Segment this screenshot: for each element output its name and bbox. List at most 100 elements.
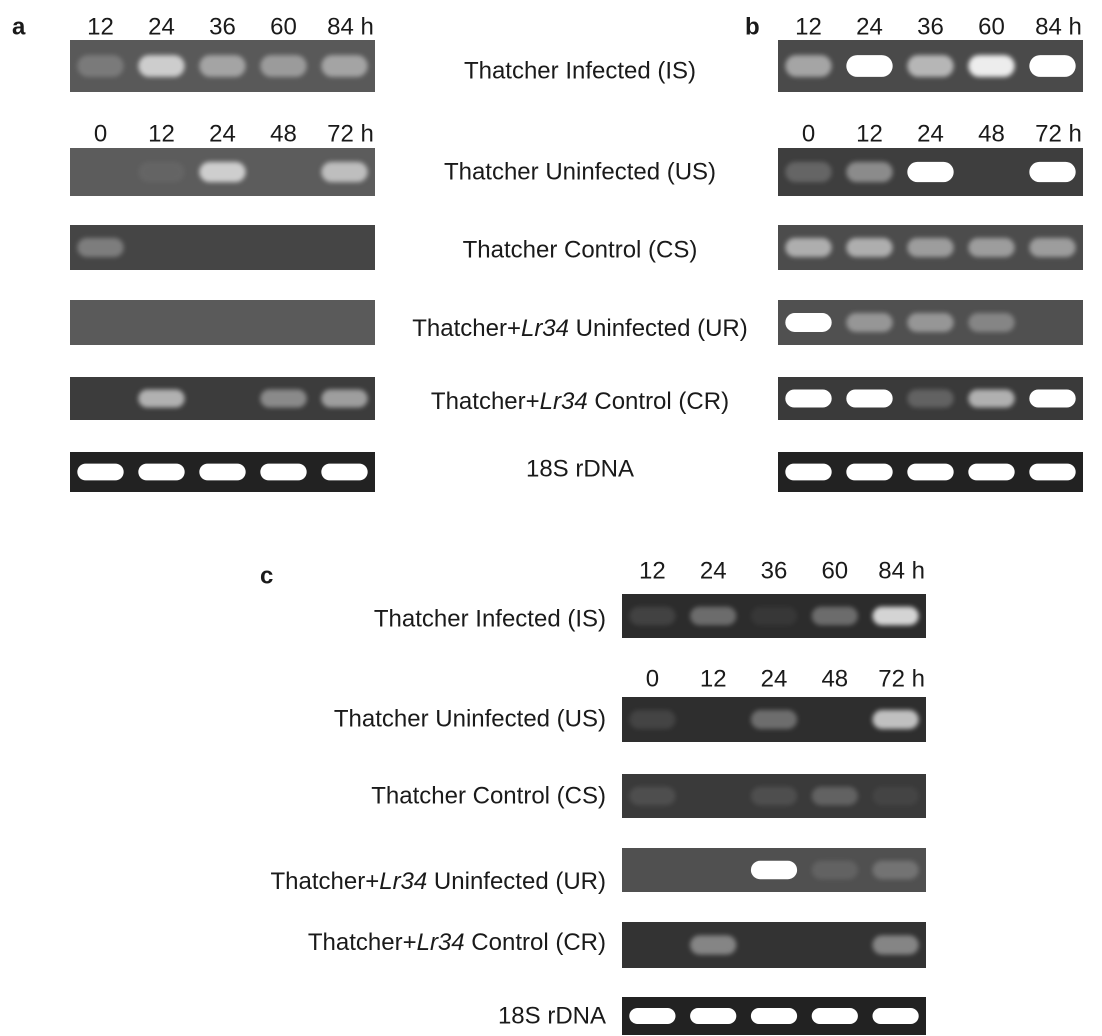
gel-band [321,162,367,182]
label-part: Lr34 [521,315,569,342]
gel-band [968,55,1014,77]
gel-band [321,464,367,481]
lane-label: 24 [761,665,788,692]
panel-label: a [12,13,26,40]
row-label: Thatcher+Lr34 Control (CR) [308,929,606,956]
row-label: Thatcher Infected (IS) [374,605,606,632]
lane-label: 72 h [878,665,925,692]
gel-band [138,464,184,481]
gel-band [751,787,797,805]
gel-band [846,313,892,332]
gel-band [1029,464,1075,481]
label-part: Uninfected (UR) [427,868,606,895]
lane-label: 84 h [1035,13,1082,40]
gel-band [629,1008,675,1024]
gel-band [751,710,797,729]
lane-label: 12 [148,120,175,147]
lane-label: 48 [978,120,1005,147]
gel-band [907,313,953,332]
lane-label: 24 [148,13,175,40]
gel-band [1029,238,1075,257]
gel-band [629,607,675,625]
gel-band [77,55,123,77]
gel-band [690,935,736,954]
row-label: 18S rDNA [526,455,634,482]
gel-band [872,1008,918,1024]
lane-label: 24 [917,120,944,147]
row-label: Thatcher Uninfected (US) [444,158,716,185]
gel-band [751,1008,797,1024]
label-part: Control (CR) [465,929,606,956]
lane-label: 60 [270,13,297,40]
gel-band [907,238,953,257]
lane-label: 84 h [878,557,925,584]
gel-band [751,607,797,625]
row-label: Thatcher+Lr34 Control (CR) [431,388,729,415]
label-part: Thatcher+ [431,388,540,415]
lane-label: 12 [795,13,822,40]
gel-band [872,607,918,625]
lane-label: 48 [821,665,848,692]
label-part: Thatcher+ [308,929,417,956]
gel-band [1029,55,1075,77]
gel-band [260,464,306,481]
gel-band [968,238,1014,257]
gel-band [785,55,831,77]
lane-label: 72 h [1035,120,1082,147]
gel-band [872,787,918,805]
lane-label: 84 h [327,13,374,40]
gel-band [812,607,858,625]
label-part: Lr34 [540,388,588,415]
gel-band [968,464,1014,481]
gel-band [138,55,184,77]
row-label: Thatcher Control (CS) [463,236,698,263]
gel-band [690,607,736,625]
gel-band [260,389,306,407]
gel-band [872,861,918,879]
lane-label: 36 [917,13,944,40]
gel-band [199,464,245,481]
row-label: 18S rDNA [498,1002,606,1029]
panel-label: c [260,562,273,589]
gel-band [785,464,831,481]
gel-band [321,55,367,77]
panel-label: b [745,13,760,40]
lane-label: 24 [209,120,236,147]
gel-band [751,861,797,879]
gel-band [968,389,1014,407]
gel-band [629,710,675,729]
gel-band [1029,389,1075,407]
gel-band [77,238,123,257]
lane-label: 24 [856,13,883,40]
gel-band [1029,162,1075,182]
gel-band [812,861,858,879]
lane-label: 60 [978,13,1005,40]
gel-band [872,935,918,954]
gel-band [785,162,831,182]
gel-band [138,162,184,182]
lane-label: 24 [700,557,727,584]
lane-label: 0 [94,120,107,147]
gel-band [690,1008,736,1024]
gel-band [260,55,306,77]
lane-label: 12 [639,557,666,584]
gel-band [77,464,123,481]
row-label: Thatcher+Lr34 Uninfected (UR) [412,315,748,342]
row-label: Thatcher+Lr34 Uninfected (UR) [270,868,606,895]
gel-band [138,389,184,407]
lane-label: 0 [646,665,659,692]
gel-band [846,162,892,182]
gel-band [199,162,245,182]
gel-band [846,238,892,257]
gel-band [846,55,892,77]
gel-band [812,1008,858,1024]
label-part: Thatcher+ [412,315,521,342]
gel-band [846,389,892,407]
gel-band [199,55,245,77]
lane-label: 12 [87,13,114,40]
label-part: Uninfected (UR) [569,315,748,342]
gel-band [907,55,953,77]
gel-band [846,464,892,481]
gel-band [785,389,831,407]
gel-band [812,787,858,805]
